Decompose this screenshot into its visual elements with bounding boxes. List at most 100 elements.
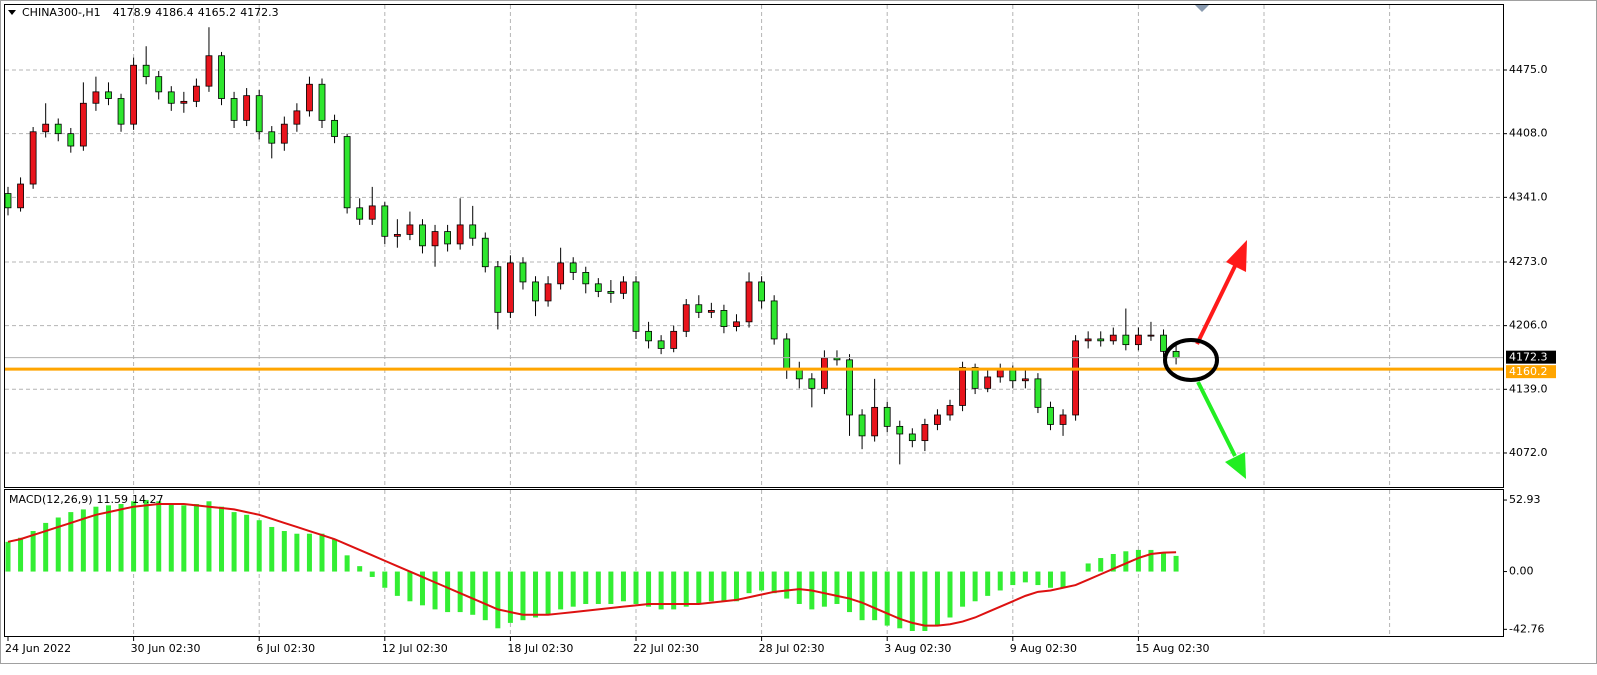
candle-body bbox=[670, 330, 678, 349]
histogram-bar bbox=[407, 571, 413, 602]
menu-triangle bbox=[8, 10, 16, 15]
candle-body bbox=[381, 205, 389, 237]
histogram-bar bbox=[784, 571, 790, 599]
histogram-bar bbox=[796, 571, 802, 604]
histogram-bar bbox=[332, 539, 338, 572]
title-part: 4178.9 bbox=[113, 6, 152, 19]
candle-body bbox=[306, 83, 313, 112]
x-tick-label: 9 Aug 02:30 bbox=[1010, 642, 1077, 655]
candle-body bbox=[494, 266, 502, 313]
x-tick-label: 3 Aug 02:30 bbox=[884, 642, 951, 655]
candle-body bbox=[481, 237, 489, 268]
candle-body bbox=[544, 283, 552, 302]
histogram-bar bbox=[909, 571, 915, 632]
indicator-value: 11.59 bbox=[97, 493, 129, 506]
histogram-bar bbox=[1123, 551, 1129, 572]
candle-body bbox=[569, 262, 577, 273]
candle-body bbox=[255, 95, 263, 133]
candle-body bbox=[934, 414, 941, 425]
candle-body bbox=[783, 338, 791, 370]
candle-body bbox=[758, 281, 765, 302]
y-tick-label: 4341.0 bbox=[1509, 190, 1548, 203]
up-arrow bbox=[1195, 263, 1238, 345]
histogram-bar bbox=[93, 506, 99, 572]
histogram-bar bbox=[306, 533, 312, 572]
candle-body bbox=[469, 224, 477, 239]
histogram-bar bbox=[482, 571, 488, 621]
candle-body bbox=[205, 55, 213, 87]
candle-body bbox=[733, 321, 740, 327]
histogram-bar bbox=[1010, 571, 1016, 586]
histogram-bar bbox=[934, 571, 940, 626]
candle-body bbox=[117, 98, 125, 125]
histogram-bar bbox=[80, 509, 86, 572]
x-tick-label: 22 Jul 02:30 bbox=[633, 642, 699, 655]
candle-body bbox=[833, 357, 841, 361]
title-part: 4172.3 bbox=[240, 6, 279, 19]
candle-body bbox=[92, 91, 100, 104]
candle-body bbox=[393, 234, 401, 237]
candle-body bbox=[858, 414, 866, 437]
histogram-bar bbox=[357, 566, 363, 572]
histogram-bar bbox=[847, 571, 853, 613]
candle-body bbox=[946, 405, 954, 416]
histogram-bar bbox=[143, 499, 149, 572]
candle-body bbox=[356, 207, 364, 220]
histogram-bar bbox=[131, 501, 137, 572]
candle-body bbox=[808, 378, 816, 389]
candle-body bbox=[192, 85, 200, 102]
histogram-bar bbox=[646, 571, 652, 607]
histogram-bar bbox=[834, 571, 840, 604]
candle-body bbox=[557, 262, 565, 285]
price-tag bbox=[1506, 350, 1556, 364]
histogram-bar bbox=[872, 571, 878, 621]
histogram-bar bbox=[696, 571, 702, 604]
histogram-bar bbox=[30, 531, 36, 572]
candle-body bbox=[368, 205, 376, 220]
histogram-bar bbox=[369, 571, 375, 577]
candle-body bbox=[1122, 334, 1130, 346]
candle-body bbox=[519, 262, 527, 283]
candle-body bbox=[1160, 334, 1167, 352]
candle-body bbox=[632, 281, 640, 332]
candle-body bbox=[318, 83, 326, 121]
candle-body bbox=[105, 91, 112, 99]
candle-body bbox=[620, 281, 627, 294]
marks: 4072.0 4139.0 4206.0 4273.0 4341.0 4408.0 4475… bbox=[4, 6, 1556, 655]
candle-body bbox=[1109, 334, 1117, 342]
candle-body bbox=[343, 136, 351, 209]
histogram-bar bbox=[105, 505, 111, 572]
indicator-label: MACD(12,26,9) 11.59 14.27 bbox=[9, 493, 164, 506]
histogram-bar bbox=[394, 571, 400, 596]
highlight-circle bbox=[1163, 338, 1219, 382]
candle-body bbox=[331, 119, 338, 137]
histogram-bar bbox=[1148, 549, 1154, 572]
candle-body bbox=[506, 262, 514, 313]
candle-body bbox=[720, 310, 728, 327]
candle-body bbox=[167, 91, 175, 104]
candle-body bbox=[456, 224, 464, 245]
main-panel bbox=[4, 4, 1504, 488]
candle-body bbox=[1072, 340, 1079, 416]
down-arrow-head bbox=[1225, 452, 1246, 479]
candle-body bbox=[582, 272, 590, 285]
candle-body bbox=[1009, 368, 1017, 382]
histogram-bar bbox=[683, 571, 689, 607]
candle-body bbox=[896, 425, 904, 435]
histogram-bar bbox=[771, 571, 777, 594]
histogram-bar bbox=[445, 571, 451, 613]
candle-body bbox=[959, 367, 966, 406]
histogram-bar bbox=[997, 571, 1003, 591]
candle-body bbox=[908, 433, 916, 442]
candle-body bbox=[79, 102, 87, 147]
candle-body bbox=[1034, 378, 1042, 408]
x-tick-label: 15 Aug 02:30 bbox=[1135, 642, 1209, 655]
histogram-bar bbox=[1135, 549, 1141, 572]
candle-body bbox=[770, 300, 778, 340]
histogram-bar bbox=[897, 571, 903, 629]
histogram-bar bbox=[960, 571, 966, 607]
candle-body bbox=[29, 131, 37, 185]
histogram-bar bbox=[256, 520, 262, 572]
